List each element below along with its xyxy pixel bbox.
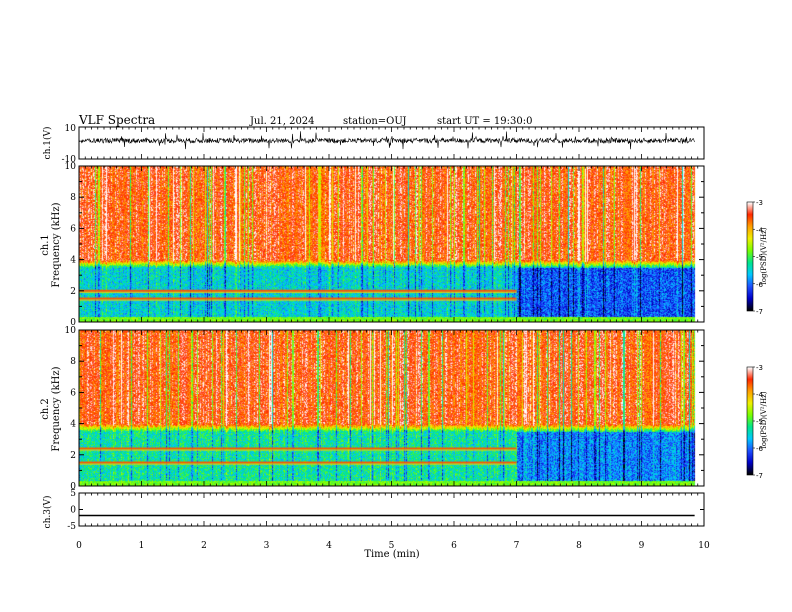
figure-title: VLF Spectra [78,113,155,127]
spec2-freq-tick-label: 4 [70,420,76,430]
spec2-heatmap [79,330,704,486]
x-tick-label: 10 [698,541,710,551]
cbar2-tick-label: -4 [756,391,764,399]
x-axis-label: Time (min) [364,549,419,560]
ch1-waveform-panel: 10 -10 [62,124,705,165]
spec2-freq-tick-label: 6 [70,388,76,398]
cbar1-gradient [747,202,753,311]
ch2-colorbar: -3 -4 -5 -6 -7 [746,364,764,480]
spec2-freq-tick-label: 2 [70,451,76,461]
ch1-spectrogram-ylabel-channel: ch.1 [40,234,51,256]
spec1-heatmap [79,166,704,322]
cbar2-tick-label: -7 [756,472,763,480]
spec2-freq-tick-label: 10 [65,326,77,336]
ch3-tick-label: 5 [70,489,76,499]
cbar1-tick-label: -3 [756,199,763,207]
cbar2-tick-label: -5 [756,418,763,426]
ch1-waveform-line [78,131,695,150]
spec1-freq-tick-label: 2 [70,287,76,297]
x-tick-label: 3 [264,541,270,551]
spec1-freq-tick-label: 6 [70,224,76,234]
x-tick-label: 0 [76,541,82,551]
cbar1-tick-label: -6 [756,281,764,289]
ch1-spectrogram-panel [78,165,705,323]
spec1-freq-tick-label: 4 [70,256,76,266]
cbar2-tick-label: -6 [756,445,764,453]
spec1-freq-tick-label: 8 [70,193,76,203]
station-label: station=OUJ [343,116,407,127]
spec1-freq-tick-label: 10 [65,162,77,172]
ch2-spectrogram-ylabel-channel: ch.2 [40,398,51,420]
cbar2-tick-label: -3 [756,364,763,372]
ch2-spectrogram-panel [78,329,705,487]
x-tick-label: 2 [201,541,207,551]
cbar2-gradient [747,367,753,475]
ch2-colorbar-label: log(PSD)(V²/Hz) [760,391,768,448]
cbar1-tick-label: -7 [756,308,763,316]
spec2-freq-tick-label: 8 [70,357,76,367]
x-tick-label: 8 [576,541,582,551]
date-label: Jul. 21, 2024 [249,116,315,127]
ch1-spectrogram-ylabel-freq: Frequency (kHz) [51,202,62,287]
ch2-spectrogram-ylabel-freq: Frequency (kHz) [51,366,62,451]
x-tick-label: 5 [389,541,395,551]
spec1-freq-tick-label: 0 [70,318,76,328]
ch3-tick-label: -5 [67,522,76,532]
x-tick-label: 7 [514,541,520,551]
ch1-colorbar-label: log(PSD)(V²/Hz) [760,227,768,284]
ch1-colorbar: -3 -4 -5 -6 -7 [746,199,764,316]
x-tick-label: 1 [139,541,145,551]
start-time-label: start UT = 19:30:0 [437,116,532,127]
x-tick-label: 9 [639,541,645,551]
ch3-ylabel: ch.3(V) [42,496,53,529]
ch1-waveform-ylabel: ch.1(V) [42,127,53,160]
cbar1-tick-label: -4 [756,226,764,234]
spec2-freq-tick-label: 0 [70,482,76,492]
ch1-waveform-tick-label: -10 [62,155,77,165]
ch3-tick-label: 0 [70,506,76,516]
x-tick-label: 4 [326,541,332,551]
ch1-waveform-tick-label: 10 [65,124,77,134]
cbar1-tick-label: -5 [756,254,763,262]
x-tick-label: 6 [451,541,457,551]
